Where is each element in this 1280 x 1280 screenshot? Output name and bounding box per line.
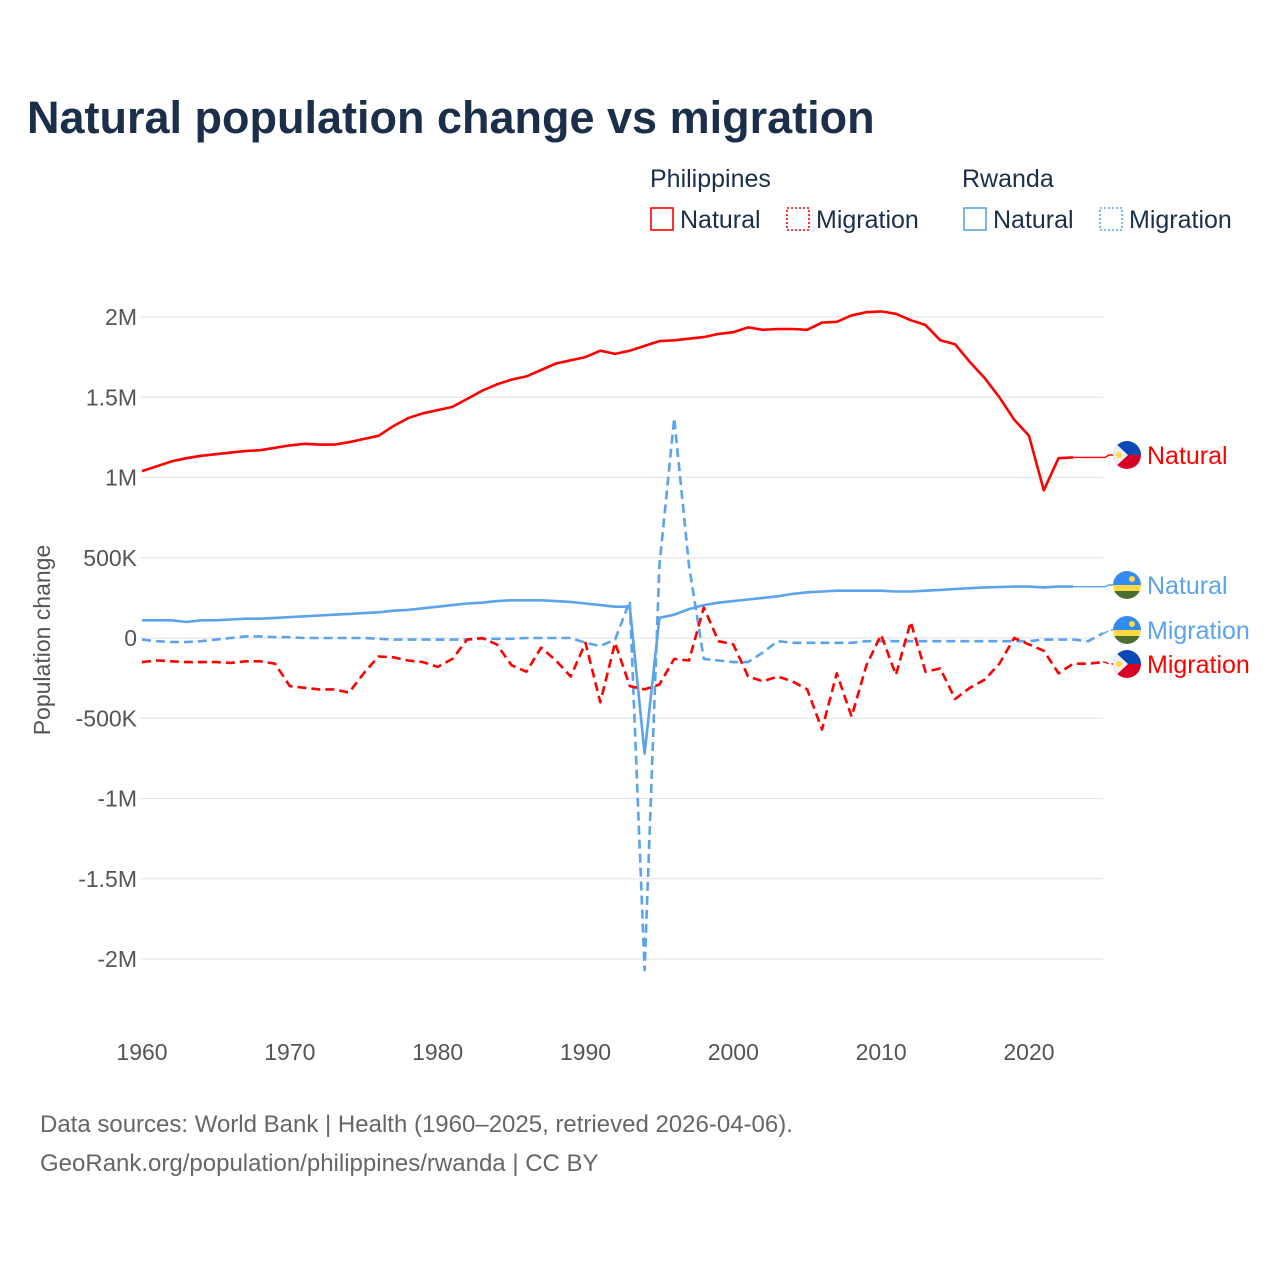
end-label: Migration (1147, 651, 1250, 679)
legend-swatch-rw-migration (1099, 207, 1123, 231)
x-tick-label: 1980 (412, 1039, 463, 1065)
x-tick-label: 1960 (116, 1039, 167, 1065)
x-tick-label: 1990 (560, 1039, 611, 1065)
y-tick-label: -2M (97, 946, 137, 972)
legend-item-ph-migration[interactable]: Migration (816, 206, 919, 234)
end-label-connector (1073, 584, 1113, 588)
legend-swatch-ph-natural (650, 207, 674, 231)
philippines-flag-icon (1113, 441, 1141, 469)
series-line-philippines-natural (141, 310, 1074, 492)
x-tick-label: 2000 (708, 1039, 759, 1065)
series-line-philippines-migration (141, 606, 1104, 731)
y-tick-label: -1.5M (78, 866, 137, 892)
end-labels: Natural Natural Migration Migration (1073, 441, 1250, 679)
y-tick-label: 500K (83, 545, 137, 571)
x-axis-ticks: 1960 1970 1980 1990 2000 2010 2020 (116, 1039, 1054, 1065)
philippines-flag-icon (1113, 650, 1141, 678)
chart-title: Natural population change vs migration (27, 92, 875, 143)
y-tick-label: 1M (105, 465, 137, 491)
footer-sources: Data sources: World Bank | Health (1960–… (40, 1111, 793, 1138)
rwanda-flag-icon (1113, 571, 1141, 599)
legend: Philippines Natural Migration Rwanda Nat… (650, 165, 1232, 234)
series-line-rwanda-migration (141, 416, 1104, 972)
end-label: Natural (1147, 572, 1228, 600)
legend-swatch-rw-natural (963, 207, 987, 231)
y-axis-ticks: 2M 1.5M 1M 500K 0 -500K -1M -1.5M -2M (76, 304, 138, 972)
y-tick-label: 1.5M (86, 384, 137, 410)
end-label-connector (1102, 629, 1113, 634)
end-label: Migration (1147, 617, 1250, 645)
legend-item-ph-natural[interactable]: Natural (680, 206, 761, 234)
footer-link[interactable]: GeoRank.org/population/philippines/rwand… (40, 1150, 599, 1177)
rwanda-flag-icon (1113, 616, 1141, 644)
y-tick-label: 2M (105, 304, 137, 330)
end-label-connector (1102, 661, 1113, 665)
legend-swatch-ph-migration (786, 207, 810, 231)
x-tick-label: 2010 (856, 1039, 907, 1065)
end-label: Natural (1147, 442, 1228, 470)
legend-item-rw-migration[interactable]: Migration (1129, 206, 1232, 234)
legend-group-rwanda: Rwanda (962, 165, 1054, 193)
y-tick-label: -1M (97, 786, 137, 812)
series-lines (141, 310, 1104, 972)
legend-item-rw-natural[interactable]: Natural (993, 206, 1074, 234)
y-tick-label: -500K (76, 705, 138, 731)
x-tick-label: 2020 (1003, 1039, 1054, 1065)
y-tick-label: 0 (124, 625, 137, 651)
end-label-connector (1073, 454, 1113, 459)
legend-group-philippines: Philippines (650, 165, 771, 193)
y-axis-label: Population change (29, 545, 55, 736)
x-tick-label: 1970 (264, 1039, 315, 1065)
series-line-rwanda-natural (142, 585, 1074, 755)
